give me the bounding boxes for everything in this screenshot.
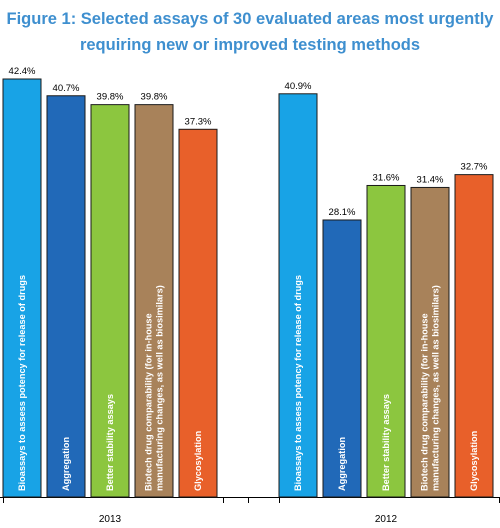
- category-label-2012-2: Aggregation: [337, 437, 347, 491]
- category-label-2012-3: Better stability assays: [381, 394, 391, 491]
- category-label-2013-1: Bioassays to assess potency for release …: [17, 275, 27, 491]
- bar-2012-4: [410, 186, 450, 498]
- category-label-2012-5: Glycosylation: [469, 430, 479, 491]
- group-label-2013: 2013: [99, 514, 122, 525]
- bar-2012-3: [366, 184, 406, 498]
- value-label-2013-4: 39.8%: [141, 92, 168, 103]
- value-label-2013-1: 42.4%: [9, 66, 36, 77]
- bar-2013-2: [46, 95, 86, 498]
- category-label-2012-4-line-1: Biotech drug comparability (for in-house: [420, 313, 430, 491]
- bar-2012-1: [278, 93, 318, 498]
- bar-2012-2: [322, 219, 362, 498]
- value-label-2013-5: 37.3%: [185, 116, 212, 127]
- value-label-2012-3: 31.6%: [373, 172, 400, 183]
- category-label-2013-5: Glycosylation: [193, 430, 203, 491]
- category-label-2013-4-line-1: Biotech drug comparability (for in-house: [144, 313, 154, 491]
- category-label-2013-4-line-2: manufacturing changes, as well as biosim…: [155, 285, 165, 491]
- bar-2013-5: [178, 128, 218, 498]
- group-label-2012: 2012: [375, 514, 398, 525]
- bar-2013-4: [134, 104, 174, 498]
- value-label-2013-3: 39.8%: [97, 92, 124, 103]
- chart-marks: 42.4% Bioassays to assess potency for rel…: [0, 66, 500, 525]
- bar-2012-5: [454, 174, 494, 498]
- value-label-2013-2: 40.7%: [53, 83, 80, 94]
- value-label-2012-2: 28.1%: [329, 207, 356, 218]
- chart-title-line-1: Figure 1: Selected assays of 30 evaluate…: [7, 10, 495, 28]
- value-label-2012-1: 40.9%: [285, 81, 312, 92]
- value-label-2012-4: 31.4%: [417, 174, 444, 185]
- bar-2013-3: [90, 104, 130, 498]
- category-label-2013-3: Better stability assays: [105, 394, 115, 491]
- chart-title-line-2: requiring new or improved testing method…: [80, 36, 420, 54]
- category-label-2012-4-line-2: manufacturing changes, as well as biosim…: [431, 285, 441, 491]
- category-label-2013-2: Aggregation: [61, 437, 71, 491]
- category-label-2012-1: Bioassays to assess potency for release …: [293, 275, 303, 491]
- bar-2013-1: [2, 78, 42, 498]
- value-label-2012-5: 32.7%: [461, 162, 488, 173]
